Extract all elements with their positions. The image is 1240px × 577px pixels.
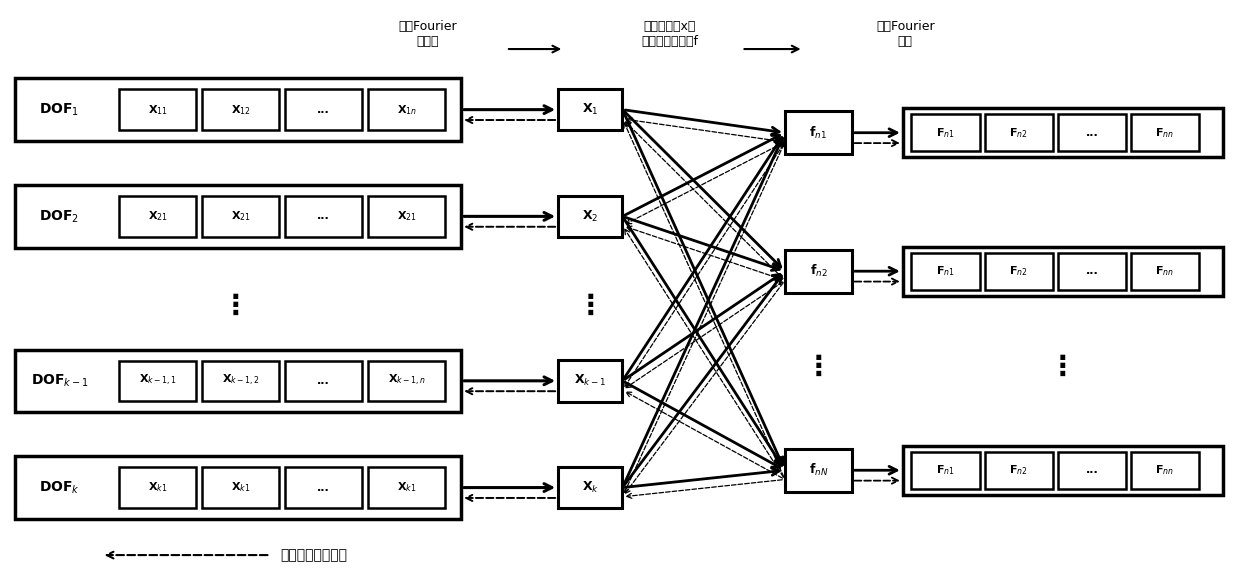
FancyBboxPatch shape xyxy=(285,467,362,508)
FancyBboxPatch shape xyxy=(202,467,279,508)
Text: X$_{k1}$: X$_{k1}$ xyxy=(231,481,250,494)
Text: F$_{n2}$: F$_{n2}$ xyxy=(1009,264,1028,278)
Text: ⋮: ⋮ xyxy=(222,292,249,320)
FancyBboxPatch shape xyxy=(119,89,196,130)
FancyBboxPatch shape xyxy=(903,108,1223,157)
Text: f$_{n1}$: f$_{n1}$ xyxy=(810,125,827,141)
Text: X$_{21}$: X$_{21}$ xyxy=(397,209,417,223)
FancyBboxPatch shape xyxy=(15,185,461,248)
FancyBboxPatch shape xyxy=(903,446,1223,495)
FancyBboxPatch shape xyxy=(785,111,852,154)
Text: X$_{21}$: X$_{21}$ xyxy=(231,209,250,223)
Text: F$_{n1}$: F$_{n1}$ xyxy=(936,463,955,477)
Text: X$_{k1}$: X$_{k1}$ xyxy=(397,481,417,494)
Text: X$_{1n}$: X$_{1n}$ xyxy=(397,103,417,117)
Text: ...: ... xyxy=(317,376,330,386)
Text: X$_{12}$: X$_{12}$ xyxy=(231,103,250,117)
Text: 时域上利用x计
算非线性作用力f: 时域上利用x计 算非线性作用力f xyxy=(641,20,698,48)
Text: ⋮: ⋮ xyxy=(1049,353,1076,380)
Text: ...: ... xyxy=(1085,128,1099,138)
FancyBboxPatch shape xyxy=(911,253,980,290)
FancyBboxPatch shape xyxy=(558,360,622,402)
Text: X$_{k1}$: X$_{k1}$ xyxy=(148,481,167,494)
Text: ...: ... xyxy=(317,211,330,222)
Text: F$_{nn}$: F$_{nn}$ xyxy=(1156,463,1174,477)
Text: ...: ... xyxy=(317,482,330,493)
FancyBboxPatch shape xyxy=(285,196,362,237)
Text: F$_{nn}$: F$_{nn}$ xyxy=(1156,264,1174,278)
FancyBboxPatch shape xyxy=(785,250,852,293)
Text: f$_{n2}$: f$_{n2}$ xyxy=(810,263,827,279)
FancyBboxPatch shape xyxy=(985,253,1053,290)
Text: X$_1$: X$_1$ xyxy=(582,102,599,117)
FancyBboxPatch shape xyxy=(285,361,362,401)
FancyBboxPatch shape xyxy=(558,196,622,237)
Text: F$_{n1}$: F$_{n1}$ xyxy=(936,264,955,278)
Text: DOF$_1$: DOF$_1$ xyxy=(40,102,79,118)
FancyBboxPatch shape xyxy=(202,89,279,130)
FancyBboxPatch shape xyxy=(119,196,196,237)
Text: F$_{nn}$: F$_{nn}$ xyxy=(1156,126,1174,140)
Text: ⋮: ⋮ xyxy=(805,353,832,380)
FancyBboxPatch shape xyxy=(368,89,445,130)
FancyBboxPatch shape xyxy=(15,78,461,141)
Text: 广义Fourier
逆变换: 广义Fourier 逆变换 xyxy=(398,20,458,48)
FancyBboxPatch shape xyxy=(985,114,1053,151)
FancyBboxPatch shape xyxy=(119,467,196,508)
Text: X$_{k-1,1}$: X$_{k-1,1}$ xyxy=(139,373,176,388)
FancyBboxPatch shape xyxy=(15,350,461,412)
Text: ...: ... xyxy=(1085,266,1099,276)
Text: X$_{21}$: X$_{21}$ xyxy=(148,209,167,223)
Text: F$_{n1}$: F$_{n1}$ xyxy=(936,126,955,140)
FancyBboxPatch shape xyxy=(903,247,1223,295)
FancyBboxPatch shape xyxy=(1131,114,1199,151)
Text: X$_{k-1,n}$: X$_{k-1,n}$ xyxy=(388,373,425,388)
FancyBboxPatch shape xyxy=(558,89,622,130)
Text: X$_{k-1,2}$: X$_{k-1,2}$ xyxy=(222,373,259,388)
FancyBboxPatch shape xyxy=(911,114,980,151)
FancyBboxPatch shape xyxy=(1131,253,1199,290)
FancyBboxPatch shape xyxy=(1058,253,1126,290)
Text: 广义Fourier
变换: 广义Fourier 变换 xyxy=(875,20,935,48)
FancyBboxPatch shape xyxy=(558,467,622,508)
FancyBboxPatch shape xyxy=(1058,114,1126,151)
Text: X$_k$: X$_k$ xyxy=(582,480,599,495)
FancyBboxPatch shape xyxy=(911,452,980,489)
FancyBboxPatch shape xyxy=(1058,452,1126,489)
Text: ⋮: ⋮ xyxy=(577,292,604,320)
FancyBboxPatch shape xyxy=(368,467,445,508)
Text: f$_{nN}$: f$_{nN}$ xyxy=(808,462,828,478)
Text: ...: ... xyxy=(317,104,330,115)
Text: X$_{11}$: X$_{11}$ xyxy=(148,103,167,117)
FancyBboxPatch shape xyxy=(368,361,445,401)
FancyBboxPatch shape xyxy=(15,456,461,519)
FancyBboxPatch shape xyxy=(785,449,852,492)
FancyBboxPatch shape xyxy=(202,196,279,237)
FancyBboxPatch shape xyxy=(368,196,445,237)
Text: DOF$_2$: DOF$_2$ xyxy=(40,208,79,224)
Text: F$_{n2}$: F$_{n2}$ xyxy=(1009,126,1028,140)
FancyBboxPatch shape xyxy=(985,452,1053,489)
FancyBboxPatch shape xyxy=(285,89,362,130)
Text: 表示自动微分过程: 表示自动微分过程 xyxy=(280,548,347,562)
Text: X$_2$: X$_2$ xyxy=(582,209,599,224)
Text: ...: ... xyxy=(1085,465,1099,475)
Text: DOF$_k$: DOF$_k$ xyxy=(40,479,79,496)
FancyBboxPatch shape xyxy=(119,361,196,401)
Text: DOF$_{k-1}$: DOF$_{k-1}$ xyxy=(31,373,88,389)
Text: F$_{n2}$: F$_{n2}$ xyxy=(1009,463,1028,477)
Text: X$_{k-1}$: X$_{k-1}$ xyxy=(574,373,606,388)
FancyBboxPatch shape xyxy=(1131,452,1199,489)
FancyBboxPatch shape xyxy=(202,361,279,401)
